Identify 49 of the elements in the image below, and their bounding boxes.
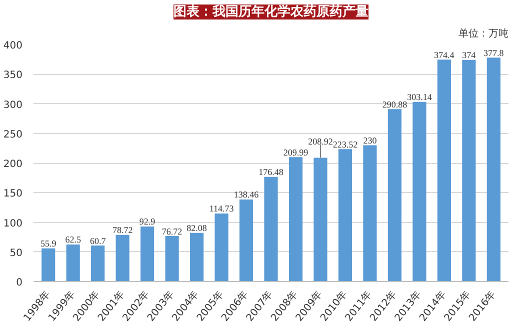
y-tick-label: 200 bbox=[3, 159, 23, 170]
y-tick-label: 100 bbox=[3, 218, 23, 230]
data-label: 138.46 bbox=[234, 190, 260, 200]
data-label: 176.48 bbox=[258, 167, 284, 178]
data-label: 76.72 bbox=[162, 226, 182, 236]
data-label: 374 bbox=[462, 50, 476, 60]
data-label: 114.73 bbox=[209, 204, 234, 214]
bar bbox=[264, 176, 278, 282]
bar bbox=[363, 145, 377, 282]
y-tick-label: 300 bbox=[3, 100, 23, 111]
data-label: 92.9 bbox=[139, 216, 156, 227]
bar bbox=[314, 158, 328, 282]
bar bbox=[116, 234, 130, 282]
data-label: 82.08 bbox=[186, 223, 208, 234]
bar bbox=[338, 149, 352, 282]
bar bbox=[412, 102, 426, 282]
data-label: 208.92 bbox=[308, 136, 333, 147]
chart-title: 图表：我国历年化学农药原药产量 bbox=[174, 4, 368, 20]
bar bbox=[91, 246, 105, 282]
y-tick-label: 150 bbox=[3, 188, 23, 200]
y-tick-label: 400 bbox=[3, 40, 23, 52]
bar bbox=[214, 214, 228, 282]
bar bbox=[42, 248, 56, 282]
bar bbox=[140, 226, 154, 282]
bar bbox=[288, 157, 303, 282]
bar bbox=[66, 244, 80, 282]
data-label: 78.72 bbox=[112, 225, 133, 236]
data-label: 55.9 bbox=[40, 238, 57, 249]
bar bbox=[462, 60, 476, 282]
y-tick-label: 250 bbox=[3, 129, 23, 140]
chart-subtitle: 单位：万吨 bbox=[458, 28, 508, 40]
bar bbox=[190, 232, 204, 282]
data-label: 290.88 bbox=[382, 99, 408, 110]
data-label: 303.14 bbox=[407, 92, 432, 102]
bar bbox=[239, 199, 254, 282]
data-label: 209.99 bbox=[283, 147, 309, 158]
y-tick-label: 350 bbox=[3, 70, 23, 82]
bar bbox=[437, 60, 451, 282]
data-label: 230 bbox=[363, 135, 378, 146]
bar bbox=[388, 109, 402, 282]
data-label: 223.52 bbox=[332, 139, 358, 150]
bar bbox=[486, 58, 500, 282]
data-label: 377.8 bbox=[484, 48, 504, 58]
y-tick-label: 50 bbox=[10, 248, 23, 259]
bar bbox=[165, 236, 179, 282]
y-tick-label: 0 bbox=[16, 278, 23, 288]
data-label: 62.5 bbox=[65, 234, 82, 245]
data-label: 374.4 bbox=[434, 50, 455, 60]
data-label: 60.7 bbox=[90, 236, 106, 246]
